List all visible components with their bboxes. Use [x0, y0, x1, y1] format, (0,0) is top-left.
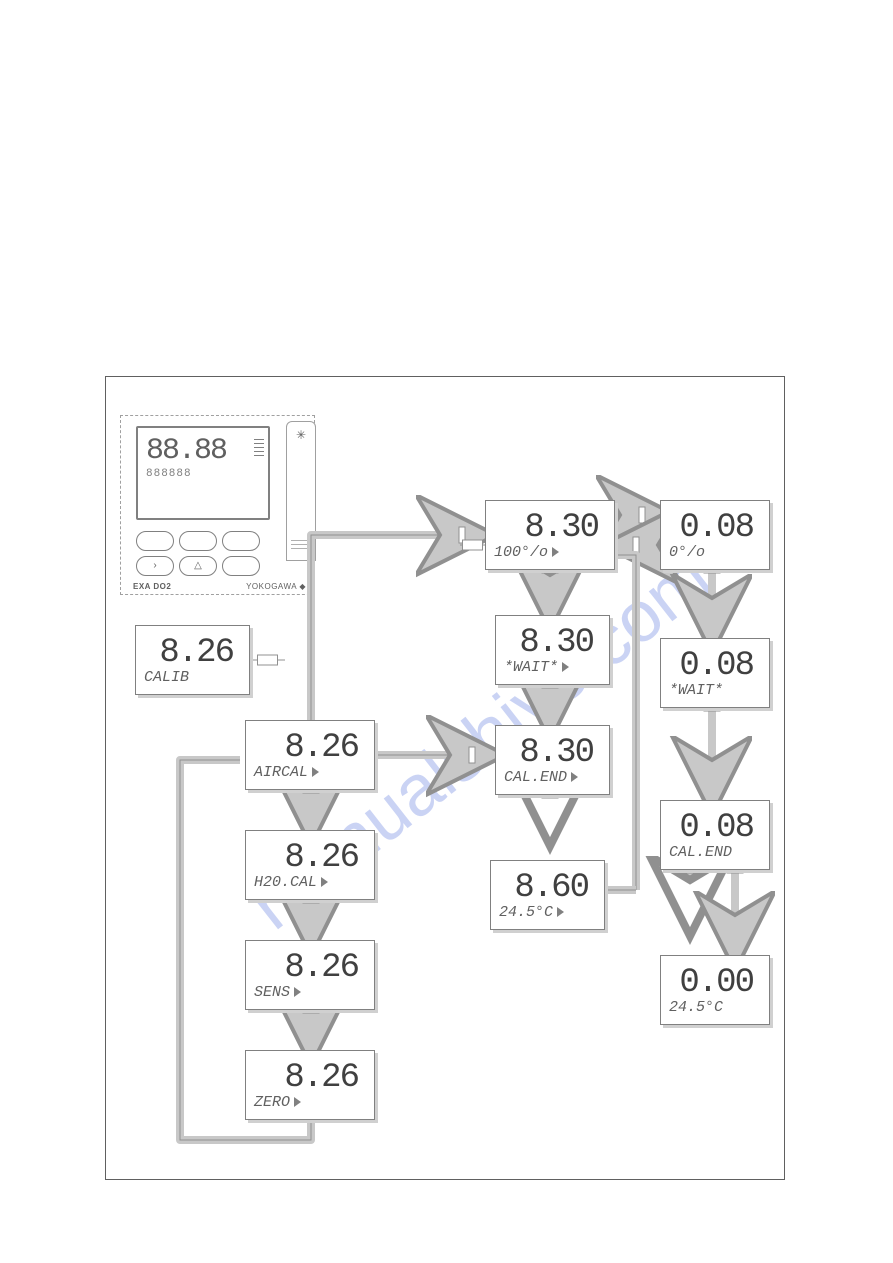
lcd-main-value: 8.26	[254, 841, 366, 875]
device-side-module: ✳	[286, 421, 316, 561]
lcd-sub-label: 24.5°C	[499, 905, 596, 922]
lcd-node-h2ocal: 8.26H20.CAL	[245, 830, 375, 900]
device-screen-indicators	[254, 436, 264, 459]
lcd-node-temp2: 0.0024.5°C	[660, 955, 770, 1025]
alarm-icon: ✳	[287, 422, 315, 442]
lcd-sub-label: ZERO	[254, 1095, 366, 1112]
lcd-main-value: 8.30	[504, 626, 601, 660]
lcd-main-value: 8.30	[494, 511, 606, 545]
lcd-sub-label: CAL.END	[669, 845, 761, 862]
lcd-node-wait2: 0.08*WAIT*	[660, 638, 770, 708]
lcd-sub-label: CAL.END	[504, 770, 601, 787]
diagram-canvas: manualshive.com 88.88 888888 ✳ EXA DO2	[0, 0, 893, 1263]
lcd-main-value: 8.26	[254, 731, 366, 765]
lcd-main-value: 0.00	[669, 966, 761, 1000]
lcd-node-pct100: 8.30100°/o	[485, 500, 615, 570]
lcd-main-value: 0.08	[669, 649, 761, 683]
device-panel: 88.88 888888 ✳ EXA DO2 YOKOGAWA ◆ ›△	[120, 415, 315, 595]
lcd-sub-label: 24.5°C	[669, 1000, 761, 1017]
device-button[interactable]	[179, 531, 217, 551]
continue-icon	[294, 987, 301, 997]
lcd-node-temp1: 8.6024.5°C	[490, 860, 605, 930]
device-button[interactable]	[222, 531, 260, 551]
lcd-sub-label: *WAIT*	[504, 660, 601, 677]
lcd-node-pct0: 0.080°/o	[660, 500, 770, 570]
continue-icon	[552, 547, 559, 557]
lcd-node-wait1: 8.30*WAIT*	[495, 615, 610, 685]
lcd-node-aircal: 8.26AIRCAL	[245, 720, 375, 790]
continue-icon	[312, 767, 319, 777]
lcd-sub-label: *WAIT*	[669, 683, 761, 700]
lcd-main-value: 0.08	[669, 511, 761, 545]
lcd-main-value: 8.26	[144, 636, 241, 670]
device-button[interactable]: ›	[136, 556, 174, 576]
lcd-sub-label: 0°/o	[669, 545, 761, 562]
device-sub-display: 888888	[138, 468, 268, 480]
device-screen: 88.88 888888	[136, 426, 270, 520]
lcd-sub-label: H20.CAL	[254, 875, 366, 892]
device-button[interactable]	[222, 556, 260, 576]
continue-icon	[562, 662, 569, 672]
lcd-sub-label: 100°/o	[494, 545, 606, 562]
device-button[interactable]: △	[179, 556, 217, 576]
lcd-main-value: 8.30	[504, 736, 601, 770]
lcd-main-value: 0.08	[669, 811, 761, 845]
lcd-node-sens: 8.26SENS	[245, 940, 375, 1010]
lcd-main-value: 8.26	[254, 951, 366, 985]
continue-icon	[321, 877, 328, 887]
brand-left-label: EXA DO2	[133, 582, 171, 591]
lcd-node-zero: 8.26ZERO	[245, 1050, 375, 1120]
brand-right-label: YOKOGAWA ◆	[246, 582, 306, 591]
lcd-main-value: 8.60	[499, 871, 596, 905]
device-button[interactable]	[136, 531, 174, 551]
continue-icon	[571, 772, 578, 782]
lcd-node-calib: 8.26CALIB	[135, 625, 250, 695]
continue-icon	[557, 907, 564, 917]
lcd-sub-label: AIRCAL	[254, 765, 366, 782]
lcd-node-calend2: 0.08CAL.END	[660, 800, 770, 870]
lcd-sub-label: SENS	[254, 985, 366, 1002]
lcd-sub-label: CALIB	[144, 670, 241, 687]
device-main-display: 88.88	[138, 428, 268, 468]
lcd-main-value: 8.26	[254, 1061, 366, 1095]
lcd-node-calend1: 8.30CAL.END	[495, 725, 610, 795]
continue-icon	[294, 1097, 301, 1107]
